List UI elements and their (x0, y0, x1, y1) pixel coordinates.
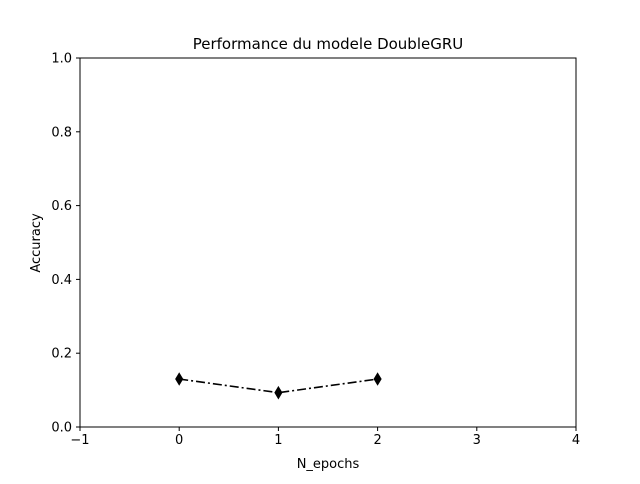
x-tick-label: −1 (70, 433, 89, 448)
x-axis-label: N_epochs (297, 457, 360, 472)
plot-area: −1 0 1 2 3 4 0.0 0.2 0.4 0.6 0.8 1.0 (51, 52, 580, 449)
chart-title: Performance du modele DoubleGRU (193, 35, 464, 53)
y-tick-label: 0.0 (51, 421, 72, 436)
x-tick-label: 0 (175, 433, 183, 448)
data-point-marker (175, 372, 184, 386)
y-tick-label: 0.2 (51, 347, 72, 362)
y-axis-label: Accuracy (29, 213, 44, 273)
series-line (179, 378, 378, 394)
data-point-marker (274, 385, 283, 400)
y-tick-label: 0.8 (51, 125, 72, 140)
plot-frame (79, 57, 577, 428)
x-tick-label: 2 (373, 433, 381, 448)
x-tick-label: 4 (572, 433, 580, 448)
y-tick-label: 1.0 (51, 52, 72, 67)
x-tick-label: 3 (473, 433, 481, 448)
data-point-marker (373, 372, 382, 386)
y-tick-label: 0.6 (51, 199, 72, 214)
x-tick-label: 1 (274, 433, 282, 448)
y-tick-label: 0.4 (51, 273, 72, 288)
